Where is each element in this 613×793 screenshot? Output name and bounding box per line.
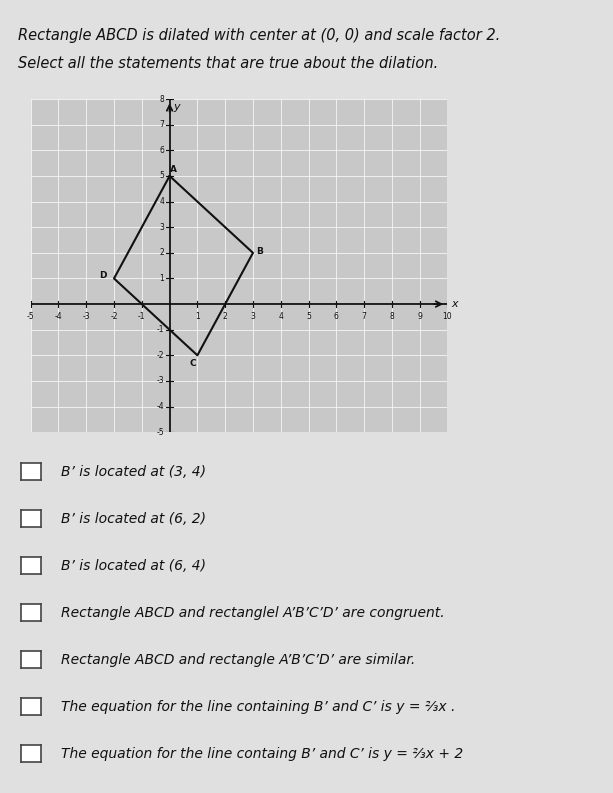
Text: -4: -4 xyxy=(55,312,63,321)
Text: -3: -3 xyxy=(156,377,164,385)
Text: Rectangle ABCD and rectanglel A’B’C’D’ are congruent.: Rectangle ABCD and rectanglel A’B’C’D’ a… xyxy=(61,606,445,619)
Text: y: y xyxy=(173,102,180,112)
Text: 1: 1 xyxy=(159,274,164,283)
Text: 3: 3 xyxy=(251,312,256,321)
Text: -2: -2 xyxy=(110,312,118,321)
Text: B’ is located at (6, 2): B’ is located at (6, 2) xyxy=(61,511,207,526)
Text: 6: 6 xyxy=(334,312,339,321)
Text: The equation for the line containg B’ and C’ is y = ⅔x + 2: The equation for the line containg B’ an… xyxy=(61,747,463,760)
Text: The equation for the line containing B’ and C’ is y = ⅔x .: The equation for the line containing B’ … xyxy=(61,699,455,714)
Text: 4: 4 xyxy=(278,312,283,321)
Text: 7: 7 xyxy=(159,121,164,129)
Text: -2: -2 xyxy=(156,351,164,360)
Text: -4: -4 xyxy=(156,402,164,411)
Text: 10: 10 xyxy=(443,312,452,321)
Text: C: C xyxy=(190,358,197,367)
Text: 7: 7 xyxy=(362,312,367,321)
Text: -1: -1 xyxy=(156,325,164,334)
Text: D: D xyxy=(99,271,107,281)
Text: 1: 1 xyxy=(195,312,200,321)
Text: -1: -1 xyxy=(138,312,145,321)
Text: 5: 5 xyxy=(306,312,311,321)
Text: 8: 8 xyxy=(159,94,164,104)
Text: 6: 6 xyxy=(159,146,164,155)
Text: 3: 3 xyxy=(159,223,164,232)
Text: 2: 2 xyxy=(159,248,164,258)
Text: 9: 9 xyxy=(417,312,422,321)
Text: -5: -5 xyxy=(27,312,34,321)
Text: 5: 5 xyxy=(159,171,164,181)
Text: B’ is located at (3, 4): B’ is located at (3, 4) xyxy=(61,465,207,478)
Text: B: B xyxy=(256,247,264,256)
Text: x: x xyxy=(452,299,459,309)
Text: 2: 2 xyxy=(223,312,227,321)
Text: Rectangle ABCD is dilated with center at (0, 0) and scale factor 2.: Rectangle ABCD is dilated with center at… xyxy=(18,28,501,43)
Text: Rectangle ABCD and rectangle A’B’C’D’ are similar.: Rectangle ABCD and rectangle A’B’C’D’ ar… xyxy=(61,653,416,667)
Text: B’ is located at (6, 4): B’ is located at (6, 4) xyxy=(61,558,207,573)
Text: -5: -5 xyxy=(156,427,164,437)
Text: A: A xyxy=(170,165,177,174)
Text: Select all the statements that are true about the dilation.: Select all the statements that are true … xyxy=(18,56,439,71)
Text: 8: 8 xyxy=(389,312,394,321)
Text: -3: -3 xyxy=(82,312,90,321)
Text: 4: 4 xyxy=(159,197,164,206)
